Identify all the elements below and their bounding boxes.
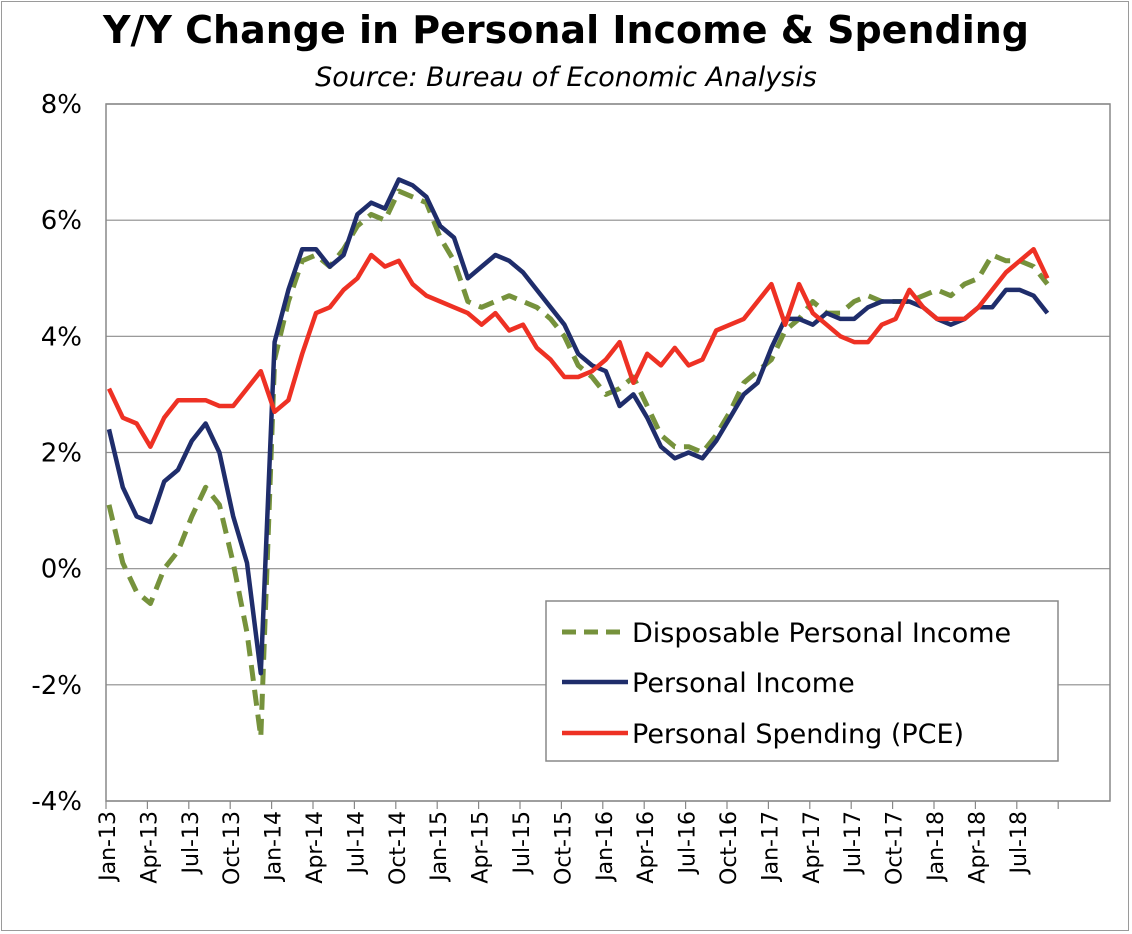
y-tick-label: 2%: [41, 439, 82, 469]
x-tick-label: Jul-16: [676, 811, 701, 875]
x-tick-label: Apr-15: [469, 811, 494, 884]
x-tick-label: Oct-16: [717, 811, 742, 885]
x-tick-label: Apr-16: [634, 811, 659, 884]
x-tick-label: Oct-14: [386, 811, 411, 885]
x-tick-label: Jan-18: [924, 811, 949, 883]
x-tick-label: Oct-15: [551, 811, 576, 885]
chart-subtitle: Source: Bureau of Economic Analysis: [315, 62, 817, 93]
legend: Disposable Personal Income Personal Incom…: [545, 600, 1059, 762]
y-tick-label: 8%: [41, 90, 82, 120]
y-axis-ticks: -4% -2% 0% 2% 4% 6% 8%: [31, 90, 82, 817]
x-tick-label: Apr-13: [137, 811, 162, 884]
x-tick-label: Jan-15: [427, 811, 452, 883]
x-tick-label: Apr-17: [800, 811, 825, 884]
series-line-1: [106, 177, 1050, 676]
series-lines: [106, 177, 1050, 740]
x-tick-label: Jul-17: [841, 811, 866, 875]
plot-area: [105, 103, 1111, 802]
y-tick-label: 4%: [41, 322, 82, 352]
legend-box: [545, 600, 1059, 762]
y-tick-label: -4%: [31, 787, 82, 817]
x-tick-label: Jul-18: [1007, 811, 1032, 875]
y-tick-label: 0%: [41, 555, 82, 585]
legend-label: Disposable Personal Income: [632, 618, 1011, 649]
x-tick-label: Apr-14: [303, 811, 328, 884]
series-line-2: [106, 246, 1050, 449]
x-axis-ticks: Jan-13 Apr-13 Jul-13 Oct-13 Jan-14 Apr-14 Jul-…: [96, 801, 1059, 885]
x-tick-label: Jan-17: [758, 811, 783, 883]
series-line-0: [106, 188, 1050, 740]
x-tick-label: Jan-16: [593, 811, 618, 883]
legend-label: Personal Spending (PCE): [632, 719, 964, 750]
legend-label: Personal Income: [632, 668, 855, 699]
x-tick-label: Jan-14: [262, 811, 287, 883]
x-tick-label: Apr-18: [965, 811, 990, 884]
x-tick-label: Jan-13: [96, 811, 121, 883]
chart-title: Y/Y Change in Personal Income & Spending: [103, 8, 1029, 52]
x-tick-label: Oct-17: [883, 811, 908, 885]
y-tick-label: -2%: [31, 671, 82, 701]
x-tick-label: Jul-13: [179, 811, 204, 875]
x-tick-label: Jul-15: [510, 811, 535, 875]
y-tick-label: 6%: [41, 206, 82, 236]
x-tick-label: Oct-13: [220, 811, 245, 885]
x-tick-label: Jul-14: [344, 811, 369, 875]
